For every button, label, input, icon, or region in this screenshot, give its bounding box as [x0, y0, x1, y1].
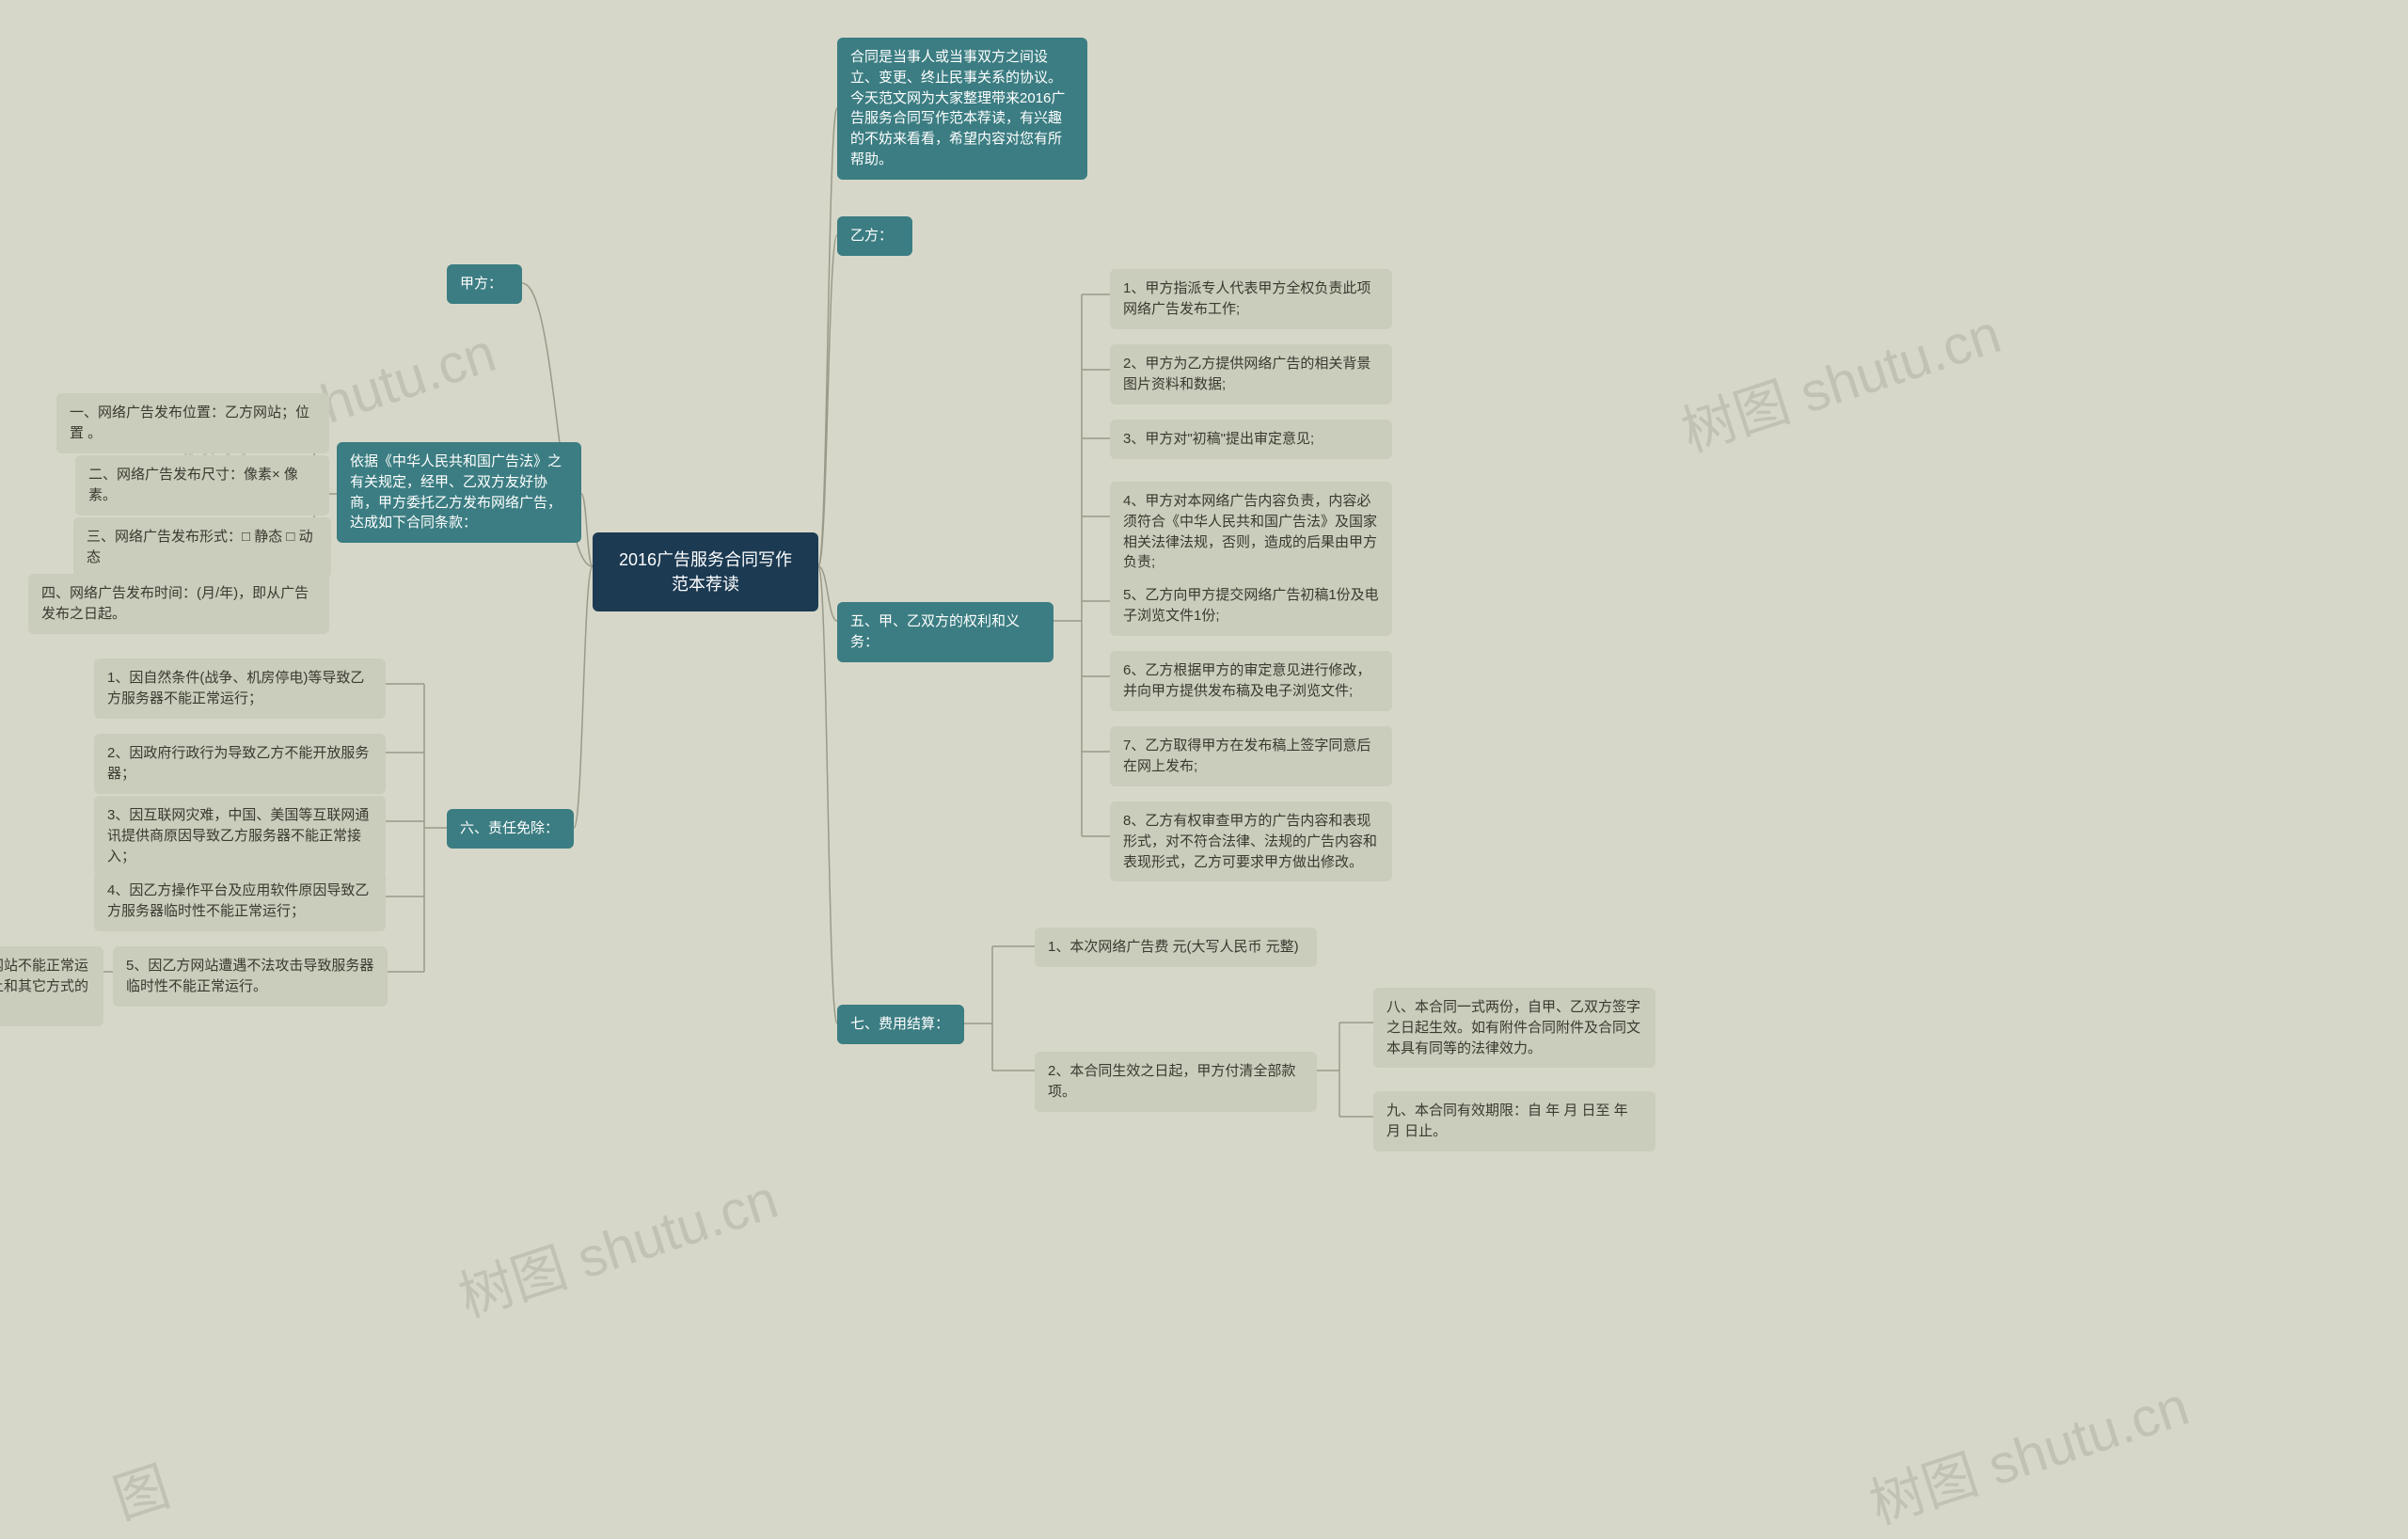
- mindmap-node: 3、甲方对"初稿"提出审定意见;: [1110, 420, 1392, 459]
- mindmap-node: 4、甲方对本网络广告内容负责，内容必须符合《中华人民共和国广告法》及国家相关法律…: [1110, 482, 1392, 582]
- watermark: 树图 shutu.cn: [448, 1155, 786, 1332]
- mindmap-node: 7、乙方取得甲方在发布稿上签字同意后在网上发布;: [1110, 726, 1392, 786]
- mindmap-node: 2、本合同生效之日起，甲方付清全部款项。: [1035, 1052, 1317, 1112]
- mindmap-node: 九、本合同有效期限：自 年 月 日至 年 月 日止。: [1373, 1091, 1656, 1151]
- mindmap-node: 四、网络广告发布时间：(月/年)，即从广告发布之日起。: [28, 574, 329, 634]
- mindmap-node: 8、乙方有权审查甲方的广告内容和表现形式，对不符合法律、法规的广告内容和表现形式…: [1110, 801, 1392, 881]
- mindmap-node: 七、费用结算：: [837, 1005, 964, 1044]
- mindmap-node: 2、甲方为乙方提供网络广告的相关背景图片资料和数据;: [1110, 344, 1392, 405]
- mindmap-node: 八、本合同一式两份，自甲、乙双方签字之日起生效。如有附件合同附件及合同文本具有同…: [1373, 988, 1656, 1068]
- mindmap-node: 依据《中华人民共和国广告法》之有关规定，经甲、乙双方友好协商，甲方委托乙方发布网…: [337, 442, 581, 543]
- mindmap-node: 1、甲方指派专人代表甲方全权负责此项网络广告发布工作;: [1110, 269, 1392, 329]
- mindmap-node: 1、因自然条件(战争、机房停电)等导致乙方服务器不能正常运行；: [94, 658, 386, 719]
- mindmap-node: 3、因互联网灾难，中国、美国等互联网通讯提供商原因导致乙方服务器不能正常接入；: [94, 796, 386, 876]
- watermark: 树图 shutu.cn: [1859, 1362, 2197, 1539]
- mindmap-node: 一、网络广告发布位置：乙方网站；位置 。: [56, 393, 329, 453]
- mindmap-node: 5、乙方向甲方提交网络广告初稿1份及电子浏览文件1份;: [1110, 576, 1392, 636]
- mindmap-node: 4、因乙方操作平台及应用软件原因导致乙方服务器临时性不能正常运行；: [94, 871, 386, 931]
- mindmap-node: 合同是当事人或当事双方之间设立、变更、终止民事关系的协议。今天范文网为大家整理带…: [837, 38, 1087, 180]
- mindmap-node: 二、网络广告发布尺寸：像素× 像素。: [75, 455, 329, 516]
- root-node: 2016广告服务合同写作范本荐读: [593, 532, 818, 611]
- mindmap-node: 2、因政府行政行为导致乙方不能开放服务器；: [94, 734, 386, 794]
- watermark: 树图 shutu.cn: [1671, 290, 2009, 467]
- mindmap-node: 六、责任免除：: [447, 809, 574, 849]
- mindmap-node: 基于以上原因，导致乙方网站不能正常运行，乙方不承担任何法律上和其它方式的责任。: [0, 946, 103, 1026]
- mindmap-node: 5、因乙方网站遭遇不法攻击导致服务器临时性不能正常运行。: [113, 946, 388, 1007]
- mindmap-node: 6、乙方根据甲方的审定意见进行修改，并向甲方提供发布稿及电子浏览文件;: [1110, 651, 1392, 711]
- mindmap-node: 三、网络广告发布形式：□ 静态 □ 动态: [73, 517, 331, 578]
- mindmap-node: 五、甲、乙双方的权利和义务：: [837, 602, 1054, 662]
- mindmap-node: 1、本次网络广告费 元(大写人民币 元整): [1035, 928, 1317, 967]
- mindmap-node: 甲方：: [447, 264, 522, 304]
- mindmap-node: 乙方：: [837, 216, 912, 256]
- watermark: 图: [102, 1442, 178, 1534]
